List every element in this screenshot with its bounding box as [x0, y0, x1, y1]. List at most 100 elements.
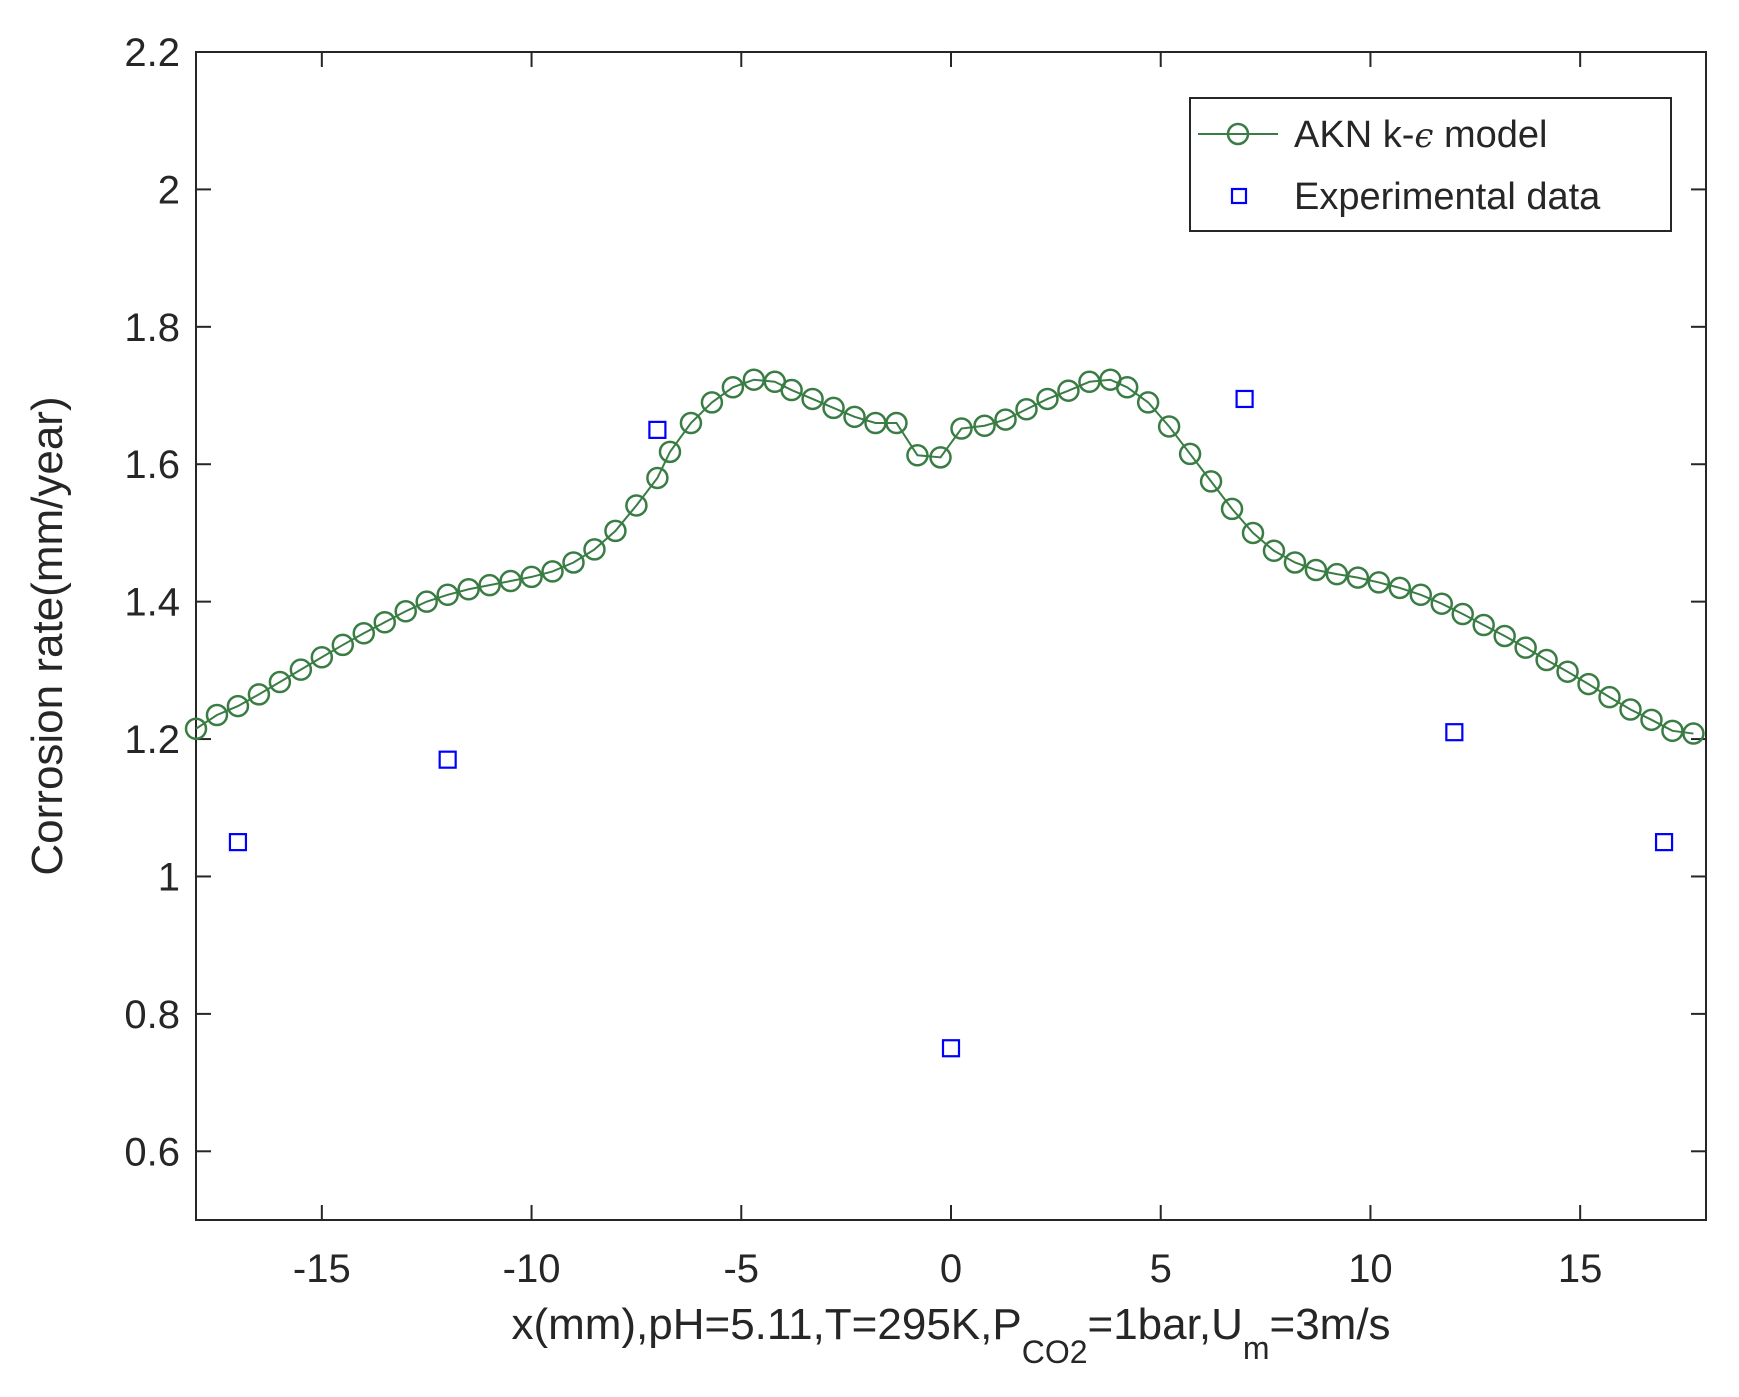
model-data-point [1157, 415, 1181, 438]
x-axis-ticks: -15 -10 -5 0 5 10 15 [293, 52, 1602, 1291]
model-data-point [541, 560, 564, 583]
legend: AKN k-ϵ model Experimental data [1189, 97, 1672, 232]
model-data-point [1640, 708, 1663, 732]
experimental-data-point [1235, 389, 1254, 409]
model-data-point [520, 565, 543, 589]
experimental-data-point [1654, 833, 1674, 852]
experimental-data-point [941, 1039, 961, 1058]
model-data-point [247, 683, 271, 706]
model-data-point [994, 408, 1017, 431]
model-data-point [1115, 376, 1139, 399]
model-data-point [436, 583, 459, 607]
model-data-point [1556, 660, 1579, 683]
model-data-point [1409, 583, 1433, 607]
experimental-data-point [438, 750, 457, 769]
model-data-point [373, 611, 396, 634]
model-data-point [205, 703, 229, 727]
model-data-point [679, 411, 703, 435]
model-data-point [1598, 685, 1621, 709]
model-data-point [906, 444, 929, 467]
x-axis-label-p-rest: =1bar,U [1088, 1300, 1243, 1349]
model-data-point [721, 376, 745, 399]
y-tick-label: 2.2 [124, 31, 180, 75]
model-data-point [1136, 391, 1160, 414]
model-data-point [1241, 521, 1265, 545]
x-axis-label-u-rest: =3m/s [1270, 1300, 1391, 1349]
legend-marker-model [1226, 122, 1250, 146]
model-data-point [583, 538, 606, 561]
model-data-point [929, 446, 952, 469]
x-tick-label: 0 [940, 1247, 962, 1291]
model-data-point [1493, 624, 1516, 648]
model-data-point [1577, 672, 1600, 696]
model-data-point [394, 600, 417, 623]
series-layer [184, 368, 1705, 1058]
x-axis-label-p-sub: CO2 [1022, 1334, 1088, 1370]
model-data-point [780, 378, 803, 402]
model-data-point [604, 519, 627, 543]
experimental-data-point [648, 420, 667, 439]
model-data-point [415, 590, 438, 613]
experimental-data-point [1445, 723, 1464, 742]
model-data-point [801, 387, 824, 411]
legend-box [1189, 97, 1672, 232]
experimental-data-point [228, 833, 248, 852]
model-data-point [658, 440, 682, 464]
model-data-point [457, 578, 480, 601]
model-data-point [646, 466, 669, 490]
model-data-point [289, 658, 313, 681]
y-tick-label: 1.2 [124, 718, 180, 762]
model-data-point [1514, 636, 1537, 659]
epsilon-symbol: ϵ [1414, 116, 1433, 156]
model-data-point [1015, 398, 1038, 421]
y-tick-label: 1.6 [124, 443, 180, 487]
x-tick-label: 5 [1150, 1247, 1172, 1291]
model-data-point [1036, 387, 1059, 411]
model-data-point [973, 414, 996, 438]
model-data-point [1472, 613, 1495, 637]
legend-label-experimental: Experimental data [1294, 176, 1601, 218]
model-series-line [195, 378, 1694, 735]
x-tick-label: -5 [723, 1247, 759, 1291]
y-axis-ticks: 0.6 0.8 1 1.2 1.4 1.6 1.8 2 2.2 [124, 31, 1706, 1174]
y-tick-label: 1 [158, 855, 180, 899]
legend-marker-experimental [1230, 187, 1248, 205]
y-axis-label: Corrosion rate(mm/year) [23, 396, 72, 875]
model-data-point [478, 573, 501, 597]
model-data-point [499, 569, 522, 593]
y-tick-label: 0.6 [124, 1130, 180, 1174]
model-data-point [1178, 442, 1202, 466]
model-data-point [1451, 602, 1474, 626]
model-data-point [1220, 497, 1244, 521]
model-data-point [625, 494, 648, 517]
x-axis-label-u-sub: m [1243, 1330, 1270, 1366]
plot-area [195, 51, 1707, 1221]
model-data-point [1388, 576, 1412, 600]
model-data-point [310, 646, 334, 669]
model-data-point [352, 622, 376, 645]
model-data-point [1057, 379, 1080, 402]
model-data-point [1430, 592, 1453, 615]
model-data-point [1619, 698, 1642, 721]
x-tick-label: -15 [293, 1247, 351, 1291]
model-data-point [1346, 566, 1370, 589]
model-data-point [885, 411, 908, 435]
model-data-point [1367, 571, 1391, 594]
model-data-point [950, 417, 973, 440]
x-tick-label: -10 [503, 1247, 561, 1291]
x-axis-label: x(mm),pH=5.11,T=295K,PCO2=1bar,Um=3m/s [511, 1300, 1390, 1370]
x-tick-label: 10 [1348, 1247, 1393, 1291]
model-data-point [1535, 648, 1558, 672]
y-tick-label: 1.8 [124, 306, 180, 350]
model-data-point [822, 396, 845, 420]
legend-label-model: AKN k-ϵ model [1294, 114, 1547, 156]
model-data-point [1682, 722, 1705, 745]
model-data-point [1304, 558, 1328, 582]
model-data-point [184, 717, 208, 741]
x-tick-label: 15 [1558, 1247, 1603, 1291]
model-data-point [331, 633, 355, 657]
y-tick-label: 1.4 [124, 581, 180, 625]
model-data-point [268, 670, 292, 694]
model-data-point [1262, 539, 1286, 563]
